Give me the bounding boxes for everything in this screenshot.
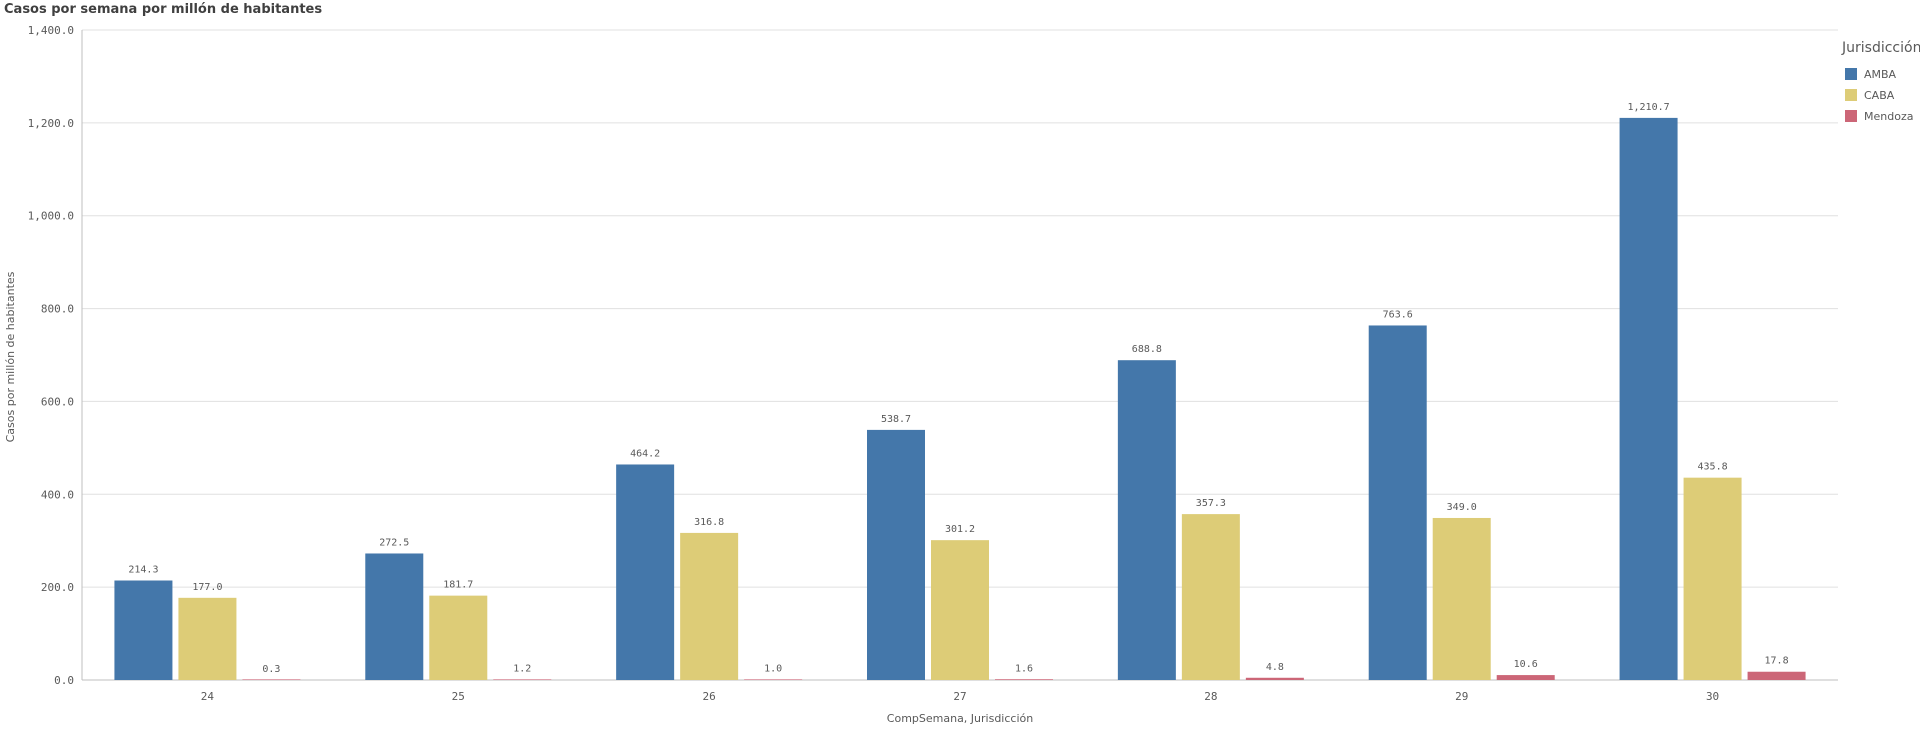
x-tick-label: 28 xyxy=(1204,690,1217,703)
bars xyxy=(114,117,1806,680)
bar-caba-29[interactable] xyxy=(1432,517,1491,680)
value-label: 349.0 xyxy=(1447,502,1477,513)
legend-label-caba[interactable]: CABA xyxy=(1864,89,1895,102)
value-label: 181.7 xyxy=(443,580,473,591)
y-tick-label: 600.0 xyxy=(41,395,74,408)
value-label: 301.2 xyxy=(945,524,975,535)
value-label: 316.8 xyxy=(694,517,724,528)
legend-swatch-amba[interactable] xyxy=(1845,68,1857,80)
y-tick-label: 200.0 xyxy=(41,581,74,594)
bar-caba-26[interactable] xyxy=(680,532,739,680)
bar-amba-24[interactable] xyxy=(114,580,173,680)
value-label: 0.3 xyxy=(262,664,280,675)
value-label: 177.0 xyxy=(192,582,222,593)
value-label: 357.3 xyxy=(1196,498,1226,509)
bar-amba-30[interactable] xyxy=(1619,117,1678,680)
value-label: 464.2 xyxy=(630,448,660,459)
x-tick-label: 30 xyxy=(1706,690,1719,703)
value-label: 763.6 xyxy=(1383,309,1413,320)
value-label: 688.8 xyxy=(1132,344,1162,355)
y-tick-label: 1,200.0 xyxy=(28,117,74,130)
bar-amba-26[interactable] xyxy=(616,464,675,680)
legend-swatch-mendoza[interactable] xyxy=(1845,110,1857,122)
value-label: 1.0 xyxy=(764,664,782,675)
bar-mendoza-26[interactable] xyxy=(744,679,803,680)
bar-mendoza-28[interactable] xyxy=(1245,677,1304,680)
x-tick-label: 27 xyxy=(953,690,966,703)
x-tick-label: 26 xyxy=(703,690,716,703)
y-tick-label: 0.0 xyxy=(54,674,74,687)
bar-caba-30[interactable] xyxy=(1683,477,1742,680)
y-tick-label: 1,000.0 xyxy=(28,210,74,223)
legend-swatch-caba[interactable] xyxy=(1845,89,1857,101)
value-label: 1.6 xyxy=(1015,663,1033,674)
value-label: 272.5 xyxy=(379,537,409,548)
chart-title: Casos por semana por millón de habitante… xyxy=(4,2,323,17)
value-label: 214.3 xyxy=(128,565,158,576)
bar-amba-29[interactable] xyxy=(1368,325,1427,680)
bar-mendoza-24[interactable] xyxy=(242,679,301,680)
bar-amba-25[interactable] xyxy=(365,553,424,680)
y-tick-label: 400.0 xyxy=(41,488,74,501)
x-tick-label: 24 xyxy=(201,690,215,703)
legend-label-amba[interactable]: AMBA xyxy=(1864,68,1897,81)
y-tick-label: 800.0 xyxy=(41,303,74,316)
value-labels: 214.3 177.0 0.3 272.5 181.7 1.2 464.2 316.8 1.0 5… xyxy=(128,102,1788,675)
x-axis-title: CompSemana, Jurisdicción xyxy=(887,712,1033,725)
value-label: 10.6 xyxy=(1514,659,1538,670)
value-label: 1,210.7 xyxy=(1627,102,1669,113)
y-axis-title: Casos por millón de habitantes xyxy=(4,271,17,442)
legend-label-mendoza[interactable]: Mendoza xyxy=(1864,110,1913,123)
x-tick-label: 29 xyxy=(1455,690,1468,703)
value-label: 538.7 xyxy=(881,414,911,425)
value-label: 17.8 xyxy=(1765,656,1789,667)
value-label: 1.2 xyxy=(513,663,531,674)
bar-mendoza-29[interactable] xyxy=(1496,675,1555,680)
axes: 0.0 200.0 400.0 600.0 800.0 1,000.0 1,200.0 1,4… xyxy=(28,24,1720,703)
value-label: 435.8 xyxy=(1698,462,1728,473)
bar-amba-28[interactable] xyxy=(1117,360,1176,680)
bar-caba-27[interactable] xyxy=(931,540,989,680)
bar-caba-28[interactable] xyxy=(1181,514,1240,680)
value-label: 4.8 xyxy=(1266,662,1284,673)
bar-mendoza-30[interactable] xyxy=(1747,671,1806,680)
bar-mendoza-25[interactable] xyxy=(493,679,552,680)
bar-mendoza-27[interactable] xyxy=(995,679,1053,680)
legend-title: Jurisdicción xyxy=(1841,40,1920,56)
legend: Jurisdicción AMBA CABA Mendoza xyxy=(1841,40,1920,123)
y-tick-label: 1,400.0 xyxy=(28,24,74,37)
bar-caba-24[interactable] xyxy=(178,597,237,680)
bar-amba-27[interactable] xyxy=(867,429,925,680)
x-tick-label: 25 xyxy=(452,690,465,703)
bar-caba-25[interactable] xyxy=(429,595,488,680)
